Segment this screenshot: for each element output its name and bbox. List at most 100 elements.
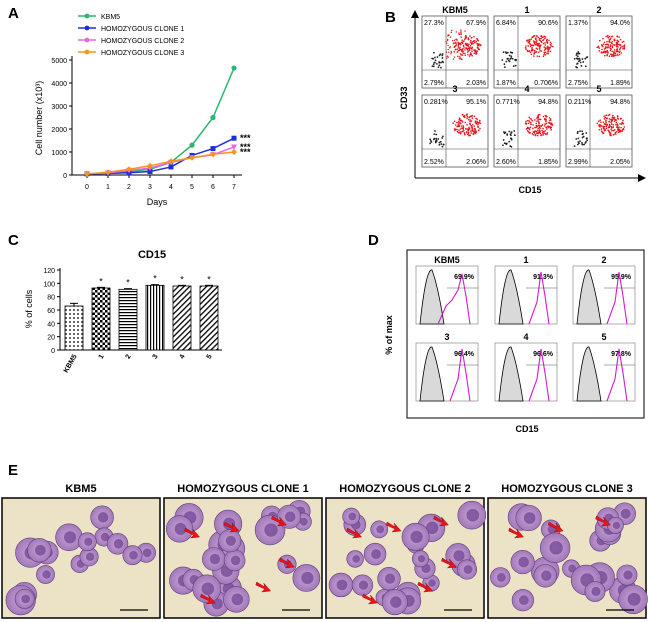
scatter-dot xyxy=(474,128,476,130)
scatter-dot xyxy=(622,119,624,122)
quadrant-upper-right: 90.6% xyxy=(538,20,558,27)
scatter-dot xyxy=(527,127,529,129)
scatter-dot xyxy=(432,63,435,66)
scatter-dot xyxy=(613,129,616,131)
scatter-dot xyxy=(612,55,615,57)
scatter-dot xyxy=(548,117,551,119)
scatter-dot xyxy=(455,41,457,43)
histogram-facet: KBM5 69.9% xyxy=(415,255,479,325)
red-arrow-icon xyxy=(255,581,272,593)
scatter-dot xyxy=(508,140,511,143)
scatter-dot xyxy=(457,42,460,45)
scatter-dot xyxy=(508,54,511,57)
micrograph-title: HOMOZYGOUS CLONE 1 xyxy=(177,483,308,495)
cell-nucleus xyxy=(376,525,385,534)
red-arrow-icon xyxy=(547,521,564,533)
scatter-dot xyxy=(457,46,460,48)
scatter-dot xyxy=(471,117,474,119)
scatter-dot xyxy=(617,46,619,48)
scatter-dot xyxy=(458,120,460,123)
scatter-dot xyxy=(621,129,624,131)
scatter-dot xyxy=(616,44,619,46)
quadrant-upper-left: 6.84% xyxy=(496,20,516,27)
scatter-dot xyxy=(450,31,453,34)
scatter-dot xyxy=(466,115,469,118)
micrograph-title: KBM5 xyxy=(65,483,96,495)
bar-y-tick-label: 100 xyxy=(43,281,55,288)
gate-percent: 69.9% xyxy=(454,274,475,281)
scatter-dot xyxy=(457,49,460,52)
scatter-dot xyxy=(545,122,548,125)
scatter-dot xyxy=(620,46,622,49)
scatter-dot xyxy=(510,55,513,58)
scatter-dot xyxy=(468,55,471,57)
scatter-dot xyxy=(474,41,476,44)
scatter-dot xyxy=(502,139,505,141)
scatter-dot xyxy=(476,121,479,123)
scatter-dot xyxy=(479,127,481,130)
scatter-facet: 3 0.281% 95.1% 2.52% 2.06% xyxy=(421,84,489,168)
scatter-dot xyxy=(611,40,614,43)
scatter-dot xyxy=(456,125,458,128)
cell-nucleus xyxy=(541,570,552,581)
scatter-dot xyxy=(548,121,551,124)
scatter-dot xyxy=(451,40,454,42)
scatter-dot xyxy=(467,133,469,136)
bar-y-tick-label: 80 xyxy=(47,295,55,302)
scatter-dot xyxy=(532,40,535,42)
scatter-dot xyxy=(530,123,532,126)
cell-nucleus xyxy=(384,573,396,584)
cd33-arrow-icon xyxy=(411,10,419,18)
scatter-dot xyxy=(515,59,517,62)
cell-nucleus xyxy=(225,535,236,546)
legend-marker xyxy=(84,25,90,31)
scatter-dot xyxy=(538,121,540,124)
scatter-dot xyxy=(505,52,508,54)
scatter-dot xyxy=(462,52,465,55)
scatter-dot xyxy=(468,47,471,50)
cd15-histogram xyxy=(528,348,550,402)
scatter-dot xyxy=(470,39,472,42)
scatter-dot xyxy=(539,127,541,129)
red-arrow-icon xyxy=(417,581,434,593)
scatter-dot xyxy=(527,45,530,47)
bar-category-label: 1 xyxy=(98,353,106,360)
bar-y-label: % of cells xyxy=(24,289,34,328)
scatter-dot xyxy=(525,122,528,125)
scatter-dot xyxy=(544,123,546,125)
scatter-dot xyxy=(435,137,438,140)
scatter-dot xyxy=(529,126,532,129)
scatter-dot xyxy=(441,57,444,59)
scatter-dot xyxy=(620,126,622,129)
scatter-dot xyxy=(456,51,459,53)
cell-nucleus xyxy=(211,598,223,610)
scatter-dot xyxy=(581,130,584,133)
cell-nucleus xyxy=(425,521,439,535)
scatter-dot xyxy=(608,131,611,134)
scatter-dot xyxy=(472,42,474,45)
scatter-dot xyxy=(441,53,444,55)
scatter-dot xyxy=(614,52,617,55)
scatter-dot xyxy=(620,123,623,125)
scatter-dot xyxy=(580,65,583,67)
scatter-facet-title: 4 xyxy=(524,84,529,94)
scatter-facet-title: 5 xyxy=(596,84,601,94)
control-histogram xyxy=(419,346,445,402)
bar xyxy=(118,288,138,351)
histogram-facet-title: 5 xyxy=(601,332,606,342)
scatter-dot xyxy=(542,55,545,58)
scatter-dot xyxy=(541,36,543,38)
scatter-dot xyxy=(448,51,450,53)
scatter-dot xyxy=(450,53,452,55)
scatter-dot xyxy=(533,52,535,55)
red-arrow-icon xyxy=(200,593,216,605)
scatter-dot xyxy=(534,37,537,40)
scatter-dot xyxy=(611,35,613,38)
scatter-dot xyxy=(438,141,441,144)
scatter-dot xyxy=(613,116,616,119)
scatter-dot xyxy=(456,130,459,133)
scatter-dot xyxy=(464,30,466,32)
scatter-dot xyxy=(605,117,608,120)
scatter-dot xyxy=(532,127,534,130)
